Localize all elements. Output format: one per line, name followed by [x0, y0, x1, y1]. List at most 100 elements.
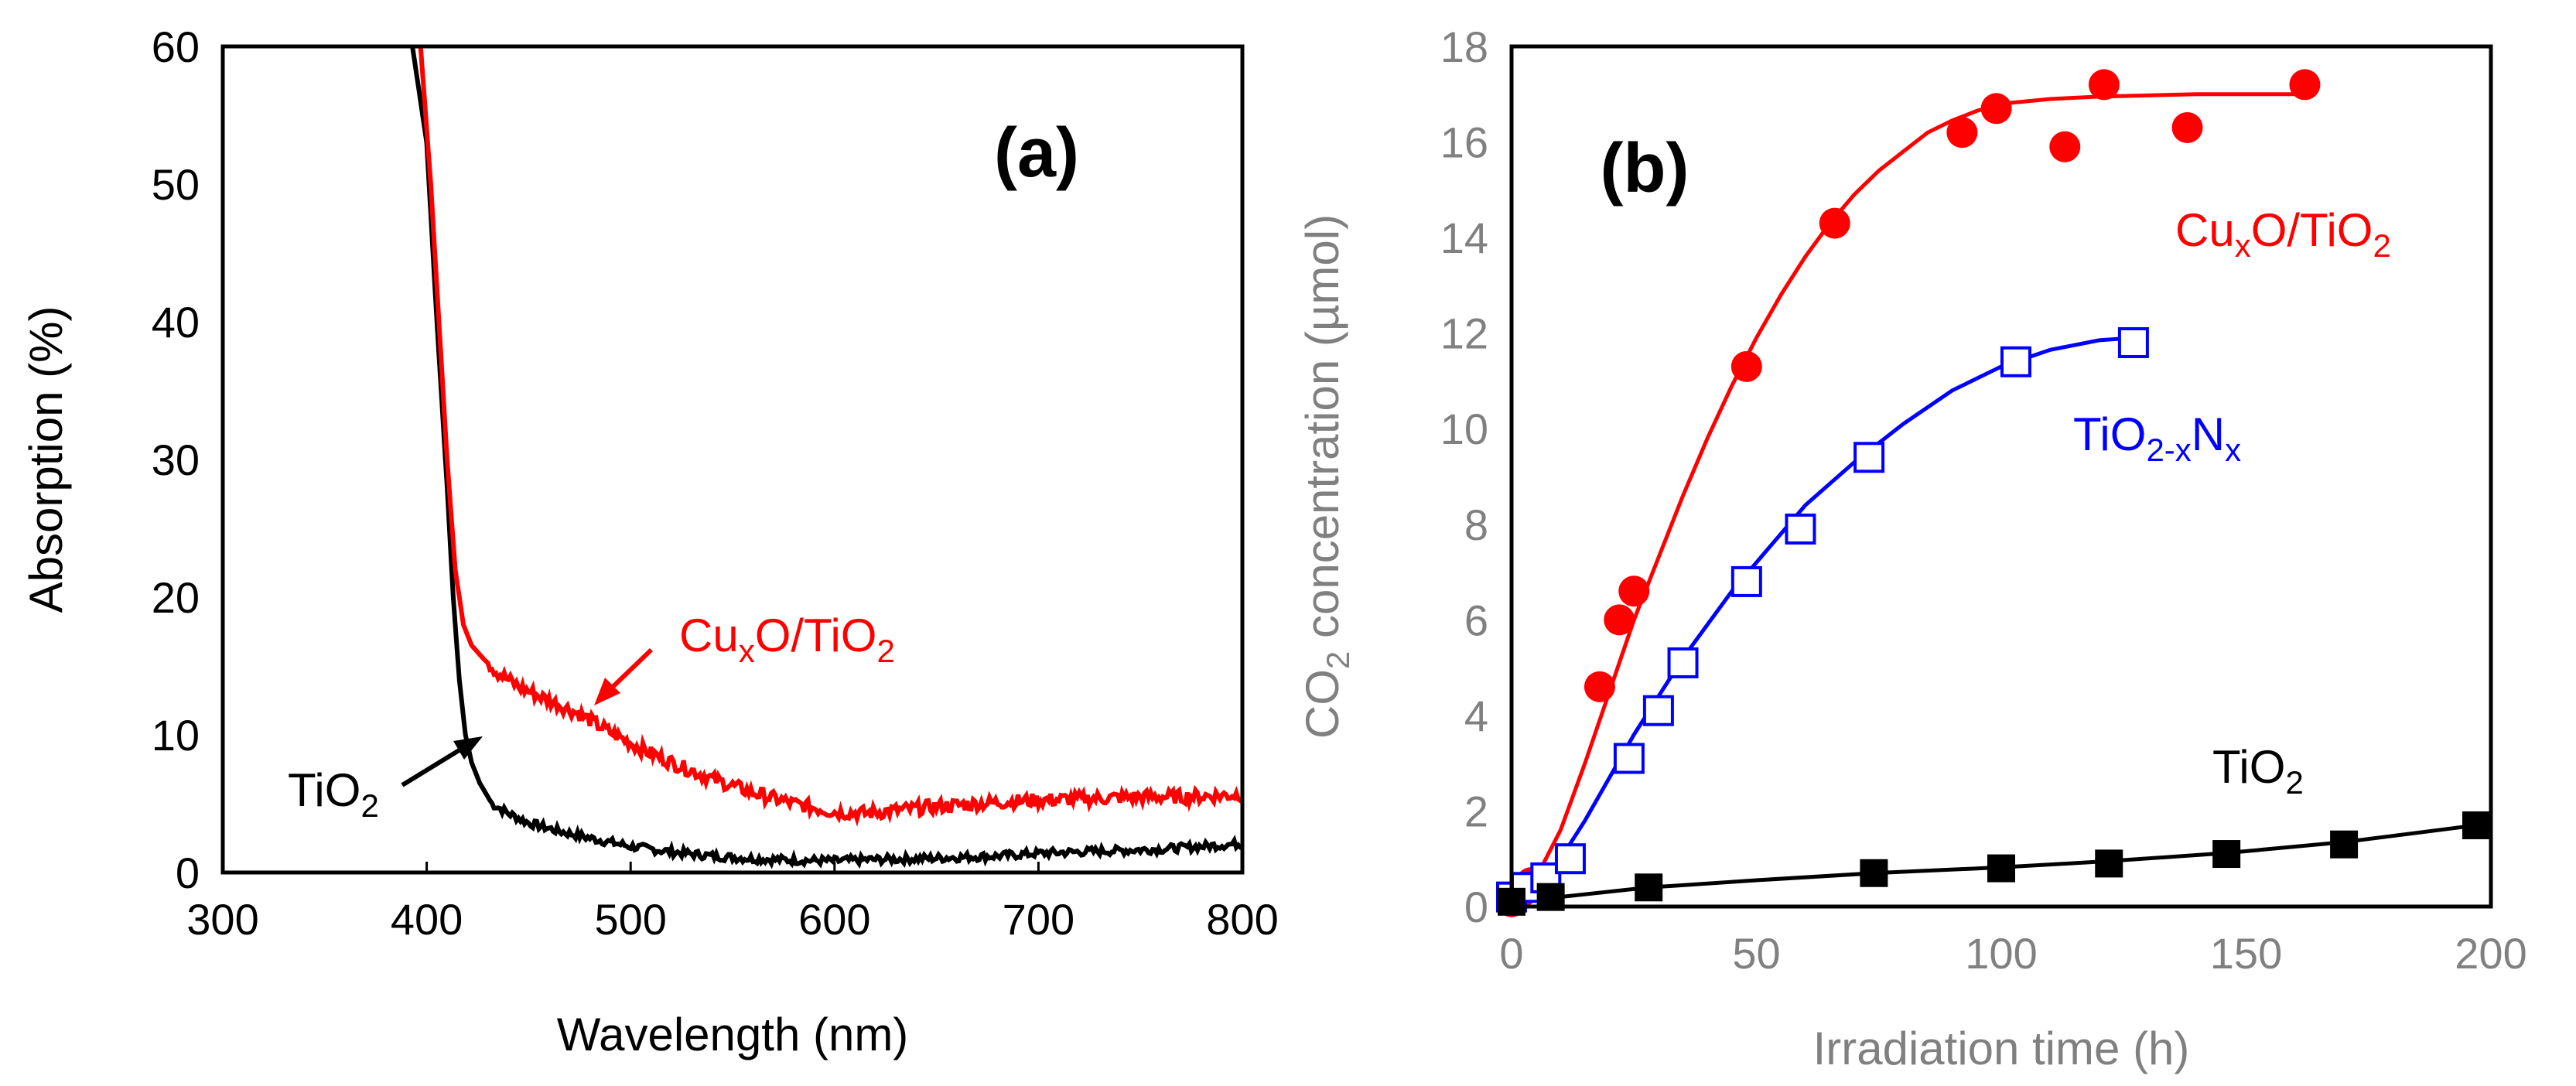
panel-b-point-tio2-xnx — [2000, 346, 2031, 377]
panel-a-arrow-cuxo — [609, 647, 654, 691]
panel-b-y-tick-label: 10 — [1440, 405, 1488, 453]
panel-b-label-tio2: TiO2 — [2212, 741, 2304, 801]
panel-a-x-tick-label: 500 — [594, 895, 666, 944]
b-label-tio-sub: 2 — [2373, 227, 2390, 264]
panel-b-point-tio2-xnx — [1613, 743, 1645, 774]
panel-a-series — [410, 46, 1245, 869]
panel-a-y-tick-label: 60 — [152, 22, 200, 71]
panel-b-point-cuxo-tio2 — [2289, 69, 2321, 101]
panel-b-point-tio2-xnx — [2117, 327, 2149, 359]
label-tio2-main: TiO — [288, 764, 360, 816]
b-label-n: N — [2192, 408, 2225, 460]
label-o-tio: O/TiO — [755, 610, 877, 661]
panel-b-point-cuxo-tio2 — [1730, 350, 1762, 382]
panel-a-x-tick-label: 700 — [1003, 895, 1074, 944]
panel-a-x-tick-label: 300 — [186, 895, 258, 944]
panel-b-plot-frame — [1509, 44, 2493, 909]
panel-a-label-tio2: TiO2 — [288, 764, 379, 824]
panel-b-fit-tio2 — [1511, 823, 2477, 904]
label-cu-sub: x — [739, 633, 755, 669]
panel-a-y-tick-label: 20 — [152, 573, 200, 622]
panel-a-y-tick-label: 30 — [152, 435, 200, 484]
panel-b-point-cuxo-tio2 — [2088, 69, 2120, 101]
panel-b-point-tio2-xnx — [1785, 513, 1816, 545]
panel-b-y-tick-label: 16 — [1440, 118, 1488, 167]
panel-a-x-tick-label: 400 — [391, 895, 463, 944]
panel-a-y-tick-label: 10 — [152, 711, 200, 760]
panel-b-y-tick-label: 18 — [1440, 22, 1488, 71]
panel-a-y-tick-label: 0 — [176, 849, 200, 897]
ylabel-co-sub: 2 — [1320, 651, 1356, 669]
panel-b-y-tick-label: 6 — [1464, 596, 1488, 644]
b-label-tio2-sub: 2 — [2285, 764, 2303, 801]
panel-a-label-cuxo-tio2: CuxO/TiO2 — [679, 610, 895, 669]
panel-a-arrowhead-cuxo — [594, 678, 620, 705]
panel-b-y-tick-label: 4 — [1464, 692, 1488, 740]
b-label-tio2-main: TiO — [2212, 741, 2285, 793]
b-label-tio: TiO — [2073, 408, 2146, 460]
panel-a-arrowhead-tio2 — [453, 736, 483, 760]
panel-b-series — [1496, 69, 2491, 917]
panel-b-point-cuxo-tio2 — [2049, 131, 2081, 162]
panel-b-point-tio2 — [2095, 849, 2123, 878]
panel-a-x-ticks: 300 400 500 600 700 800 — [186, 862, 1279, 944]
label-tio-sub: 2 — [876, 633, 894, 669]
b-label-o-tio: O/TiO — [2251, 204, 2373, 256]
panel-a-plot-frame — [220, 44, 1245, 875]
ylabel-rest: concentration (µmol) — [1297, 214, 1348, 651]
panel-b-x-tick-label: 200 — [2455, 929, 2526, 978]
panel-b-y-tick-label: 12 — [1440, 309, 1488, 358]
panel-b-point-tio2 — [1860, 859, 1888, 887]
ylabel-co: CO — [1297, 669, 1348, 739]
b-label-cu: Cu — [2175, 204, 2235, 256]
panel-b-point-cuxo-tio2 — [1604, 604, 1635, 636]
b-label-cu-sub: x — [2235, 227, 2251, 264]
panel-a-arrow-tio2 — [401, 745, 466, 787]
panel-b-point-cuxo-tio2 — [1980, 93, 2012, 125]
panel-b-label: (b) — [1601, 130, 1689, 207]
panel-b-point-cuxo-tio2 — [1946, 117, 1978, 149]
panel-b-point-tio2 — [1635, 873, 1663, 902]
panel-a-y-axis-title: Absorption (%) — [20, 306, 72, 613]
panel-b: 0 50 100 150 200 0 2 4 6 8 10 12 14 16 18 (b) Irradia… — [1297, 22, 2527, 1074]
panel-b-point-tio2 — [1987, 854, 2015, 883]
panel-b-x-tick-label: 150 — [2210, 929, 2282, 978]
panel-b-point-cuxo-tio2 — [1819, 207, 1850, 239]
panel-b-point-cuxo-tio2 — [2171, 112, 2203, 144]
panel-b-point-tio2-xnx — [1642, 695, 1674, 726]
panel-b-point-tio2-xnx — [1730, 565, 1762, 597]
panel-b-point-cuxo-tio2 — [1618, 575, 1650, 607]
panel-b-x-tick-label: 0 — [1499, 929, 1523, 978]
panel-a-x-tick-label: 800 — [1206, 895, 1278, 944]
panel-b-x-tick-label: 50 — [1732, 929, 1780, 978]
panel-b-x-axis-title: Irradiation time (h) — [1813, 1023, 2190, 1074]
panel-b-y-axis-title: CO2 concentration (µmol) — [1297, 214, 1356, 739]
panel-b-x-tick-label: 100 — [1965, 929, 2037, 978]
panel-a-x-axis-title: Wavelength (nm) — [557, 1009, 909, 1060]
panel-a-series-tio2 — [410, 46, 1243, 869]
panel-b-point-cuxo-tio2 — [1584, 671, 1615, 702]
panel-a-x-tick-label: 600 — [798, 895, 870, 944]
panel-b-y-tick-label: 2 — [1464, 787, 1488, 835]
panel-b-y-tick-label: 0 — [1464, 883, 1488, 931]
panel-b-y-tick-label: 8 — [1464, 500, 1488, 549]
panel-a-y-ticks: 0 10 20 30 40 50 60 — [152, 22, 200, 897]
panel-b-point-tio2 — [2330, 830, 2359, 859]
label-cu: Cu — [679, 610, 739, 661]
panel-b-point-tio2-xnx — [1554, 843, 1586, 875]
label-tio2-sub: 2 — [360, 787, 378, 824]
panel-b-label-tio2-xnx: TiO2-xNx — [2073, 408, 2241, 468]
b-label-n-sub: x — [2225, 432, 2241, 468]
panel-a-y-tick-label: 50 — [152, 160, 200, 209]
panel-a-series-cuxo-tio2 — [418, 46, 1245, 827]
panel-a: 300 400 500 600 700 800 0 10 20 30 40 50 60 (a) Wav… — [20, 22, 1279, 1060]
panel-a-y-tick-label: 40 — [152, 298, 200, 347]
panel-a-label: (a) — [994, 114, 1079, 192]
panel-b-point-tio2-xnx — [1853, 442, 1885, 473]
panel-b-label-cuxo-tio2: CuxO/TiO2 — [2175, 204, 2391, 264]
panel-b-y-ticks: 0 2 4 6 8 10 12 14 16 18 — [1440, 22, 1488, 931]
b-label-2-x: 2-x — [2146, 432, 2191, 468]
panel-b-point-tio2 — [2462, 811, 2491, 839]
panel-b-point-tio2-xnx — [1667, 647, 1699, 678]
